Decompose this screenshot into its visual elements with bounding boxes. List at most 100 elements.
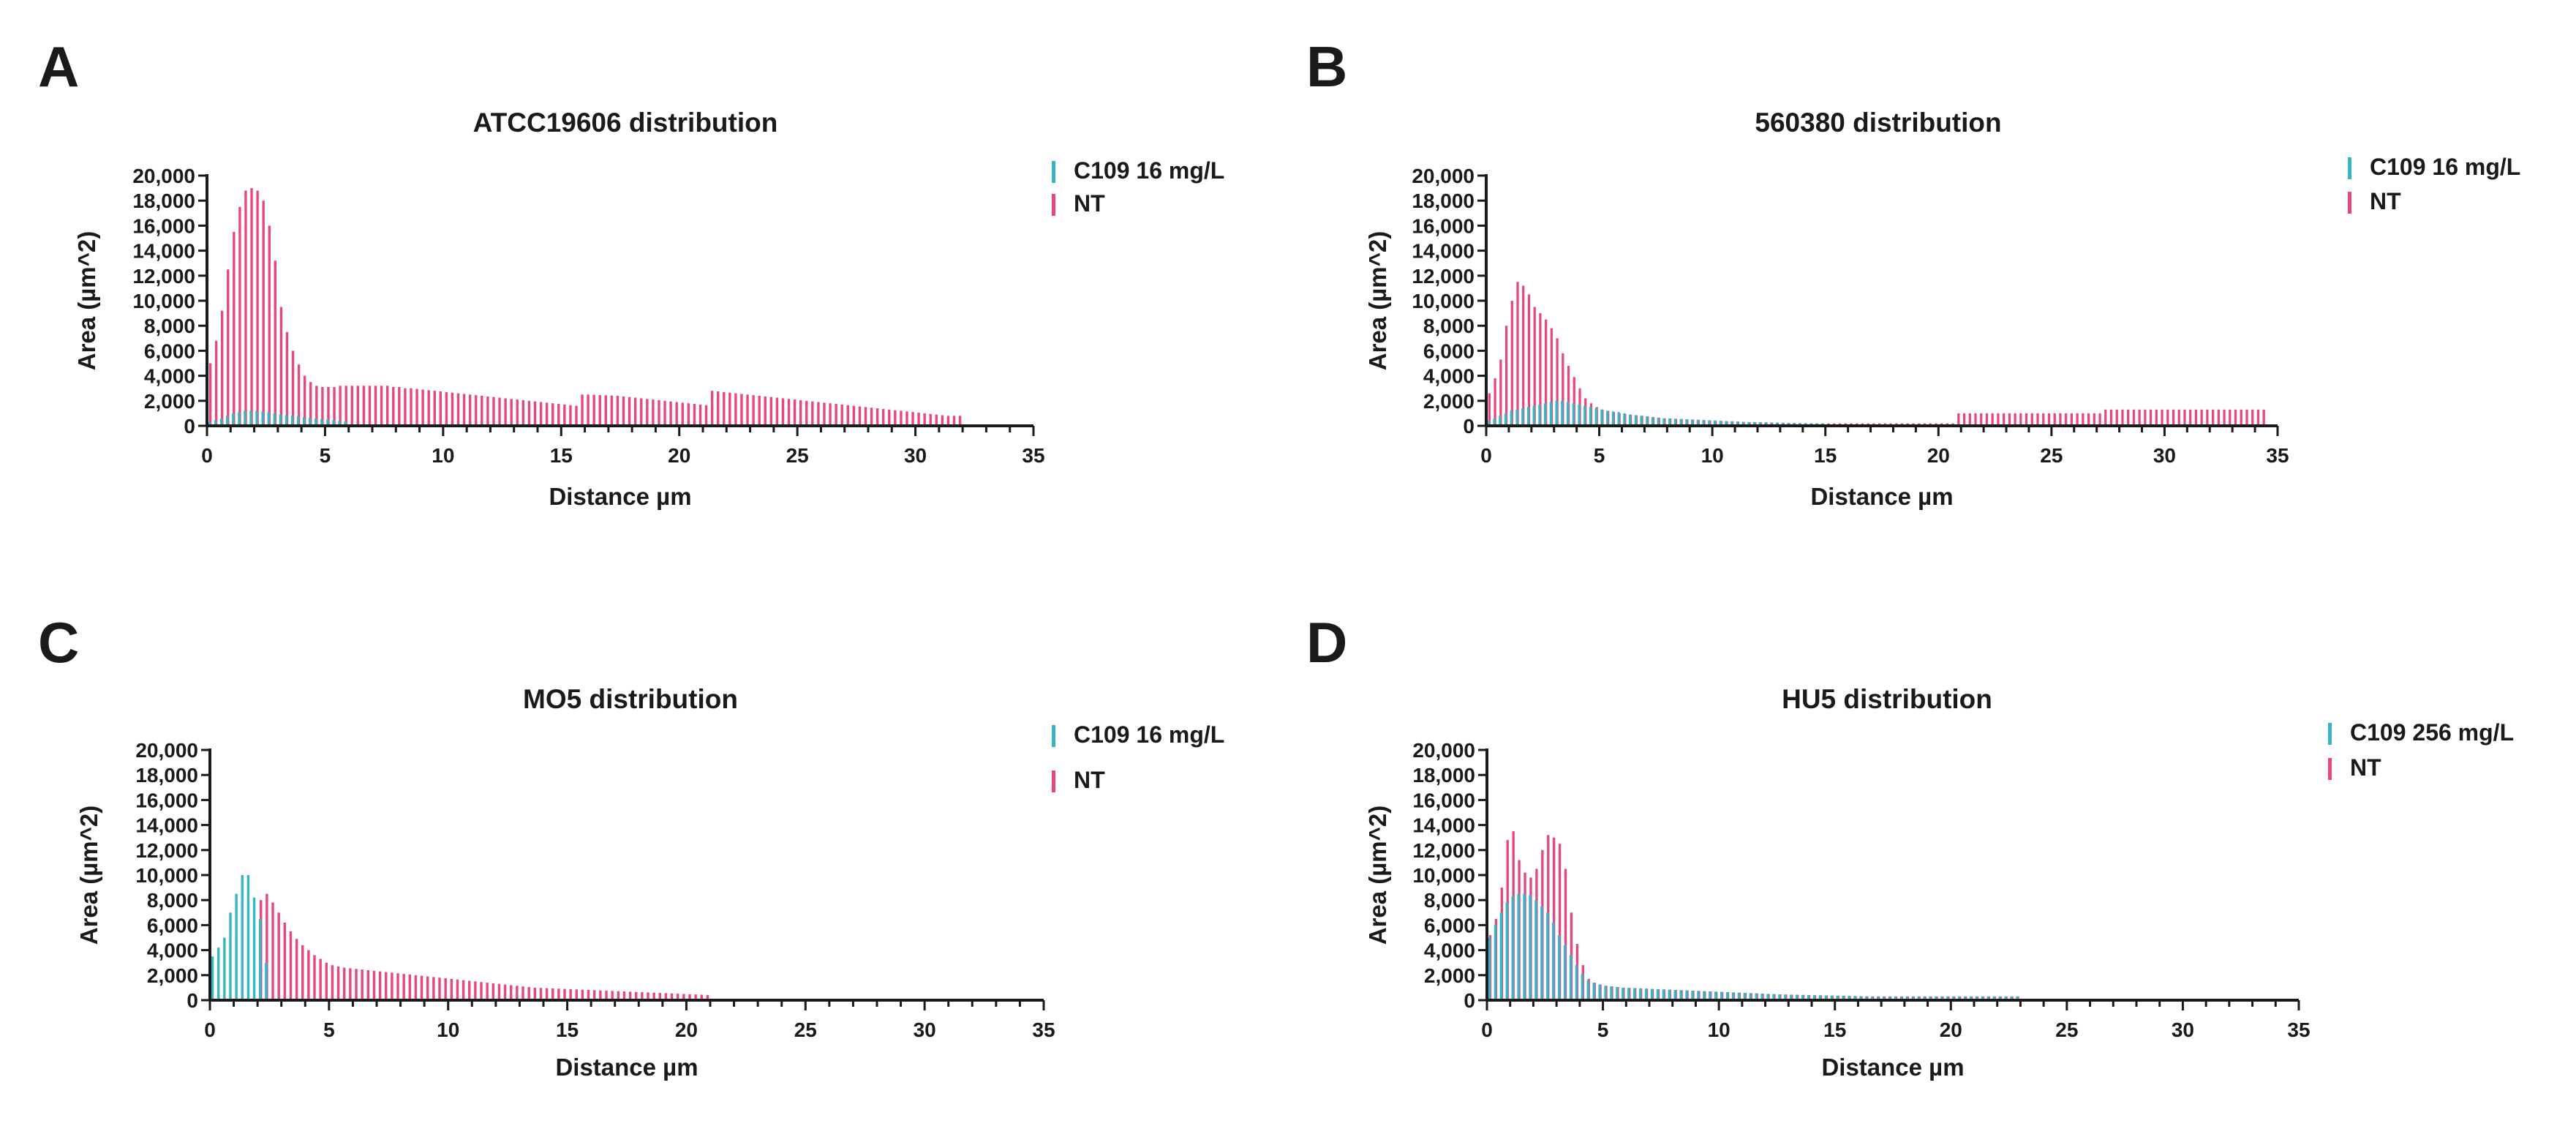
bar [2025,413,2028,426]
bar [355,969,358,1000]
x-tick-label: 30 [2172,1018,2194,1041]
bar [1504,413,1507,426]
bar [2076,413,2079,426]
bar [1673,989,1676,1000]
bar [1583,405,1586,426]
legend: C109 16 mg/L NT [1052,157,1224,217]
bar [787,399,791,426]
legend-swatch [1052,770,1055,792]
bar [1899,996,1903,1000]
bar [233,231,236,426]
x-tick-label: 10 [1708,1018,1730,1041]
bar [1824,995,1827,1000]
x-tick-label: 35 [2266,444,2289,467]
bar [1764,422,1767,426]
bar [1545,319,1548,426]
bar [946,416,950,426]
bar [2177,409,2180,426]
bar [1946,996,1949,1000]
bar [372,970,376,1000]
bar [1911,996,1914,1000]
bar [1935,996,1937,1000]
bar [1611,411,1615,426]
bar [1957,413,1960,426]
bar [291,350,295,426]
bar [1691,991,1694,1000]
bar [2223,409,2226,426]
bar [344,386,347,426]
bar [752,395,755,426]
bar [516,986,519,1000]
bar [852,405,856,426]
bar [1662,418,1665,426]
bar [1905,996,1908,1000]
x-tick-label: 15 [550,444,573,467]
bar [238,412,241,426]
bar [1493,418,1496,426]
bar [433,391,436,426]
bar [336,966,340,1000]
bar [315,386,318,426]
bar [2010,996,2013,1000]
bar [313,955,316,1000]
legend-swatch [1052,194,1055,216]
bar [958,416,962,426]
y-tick-label: 16,000 [135,789,198,811]
y-tick-label: 12,000 [132,265,195,288]
bar [1572,403,1575,426]
bar [309,382,312,426]
bar [1627,988,1630,1000]
bar [1917,996,1920,1000]
bar [468,394,472,426]
bar [2161,409,2163,426]
bar [1685,419,1688,426]
bar [244,190,247,426]
bar [2240,409,2242,426]
bar [682,994,685,1000]
y-tick-label: 6,000 [144,339,195,362]
bar [1544,403,1547,426]
legend-swatch [2348,157,2351,179]
legend-label: C109 16 mg/L [1074,721,1224,748]
bar [391,972,393,1000]
bar [268,225,271,426]
bar [216,948,220,1000]
bar [1673,419,1677,426]
bar [2262,409,2265,426]
bar [462,394,466,426]
x-tick-label: 35 [1022,444,1044,467]
bar [1638,988,1642,1000]
bar [616,395,619,426]
bar [2183,409,2186,426]
bar [1575,965,1578,1000]
bar [1586,980,1589,1000]
bar [1532,405,1535,426]
y-tick-label: 20,000 [1412,165,1475,187]
bar [1753,421,1756,426]
y-tick-label: 14,000 [1412,240,1475,263]
bar [2132,409,2136,426]
bar [2065,413,2068,426]
x-tick-label: 0 [1480,444,1492,467]
y-tick-label: 4,000 [1424,939,1475,962]
bar [214,340,218,426]
bar [211,956,214,1000]
bar [646,399,649,426]
bar [935,414,938,426]
bar [1617,412,1620,426]
bar [301,945,304,1000]
y-tick-label: 10,000 [1412,864,1475,887]
bar [1628,414,1632,426]
bar [840,404,843,426]
bar [557,988,560,1000]
x-tick-label: 35 [2287,1018,2310,1041]
bar [1923,996,1926,1000]
bar [1894,996,1897,1000]
bar [2251,409,2254,426]
bar [539,402,543,426]
x-tick-label: 20 [675,1018,698,1041]
y-tick-label: 6,000 [1423,339,1475,362]
bar [426,976,429,1000]
x-axis-label: Distance µm [555,1054,698,1081]
